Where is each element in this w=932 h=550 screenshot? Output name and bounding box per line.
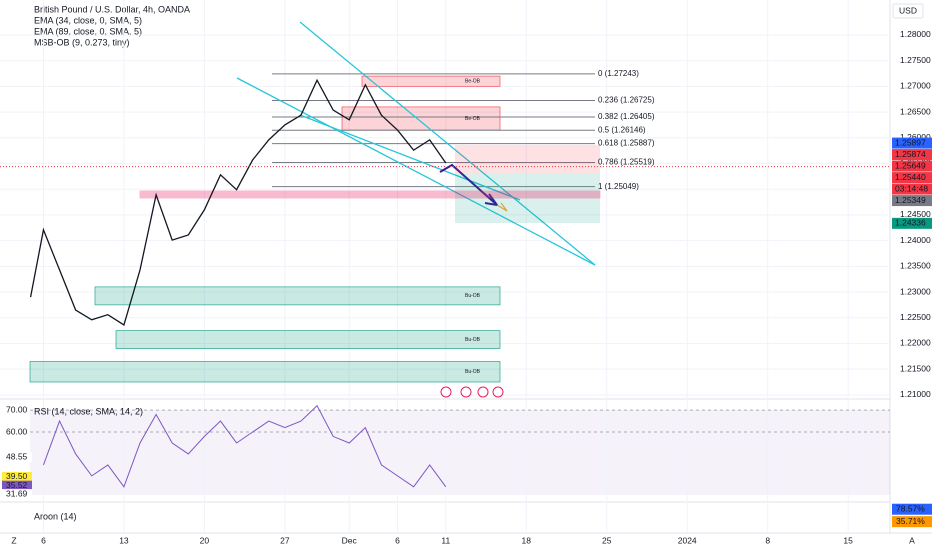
fib-label: 0 (1.27243) <box>598 69 639 78</box>
countdown-box <box>892 183 932 195</box>
rsi-value-box <box>2 452 32 463</box>
price-label-box <box>892 137 932 149</box>
x-tick-label: 25 <box>602 535 612 545</box>
price-line <box>29 78 447 326</box>
x-tick-label: 6 <box>41 535 46 545</box>
y-tick-label: 1.26000 <box>900 132 931 142</box>
rsi-value-box <box>2 480 32 491</box>
rsi-band <box>30 410 890 495</box>
rsi-line <box>42 404 447 488</box>
x-tick-label: 15 <box>843 535 853 545</box>
x-tick-label: 2024 <box>678 535 697 545</box>
price-label: 1.25874 <box>895 149 926 159</box>
stop-zone <box>455 145 600 173</box>
pink-band <box>139 190 601 199</box>
price-label-box <box>892 217 932 229</box>
fib-label: 1 (1.25049) <box>598 182 639 191</box>
trendline <box>299 21 596 266</box>
rsi-value-label: 48.55 <box>6 451 28 461</box>
target-zone <box>455 173 600 223</box>
y-tick-label: 1.26500 <box>900 106 931 116</box>
order-block <box>115 330 501 349</box>
event-icon[interactable] <box>440 386 452 398</box>
order-block <box>29 361 501 383</box>
rsi-value-label: 35.52 <box>6 480 28 490</box>
order-block-label: Bu-OB <box>465 293 481 299</box>
x-tick-label: 6 <box>395 535 400 545</box>
y-tick-label: 1.23500 <box>900 261 931 271</box>
footer-button[interactable]: Z <box>11 535 16 545</box>
fib-label: 0.236 (1.26725) <box>598 96 655 105</box>
x-tick-label: 18 <box>522 535 532 545</box>
price-label-box <box>892 172 932 184</box>
order-block <box>94 286 501 306</box>
fib-label: 0.382 (1.26405) <box>598 112 655 121</box>
rsi-title: RSI (14, close, SMA, 14, 2) <box>34 406 143 416</box>
event-icon[interactable] <box>492 386 504 398</box>
rsi-value-label: 39.50 <box>6 471 28 481</box>
order-block-label: Be-OB <box>465 116 481 122</box>
x-tick-label: 13 <box>119 535 129 545</box>
symbol-title: British Pound / U.S. Dollar, 4h, OANDA <box>34 4 190 14</box>
price-label: 1.24336 <box>895 218 926 228</box>
price-label: 1.25649 <box>895 160 926 170</box>
order-block <box>361 75 501 87</box>
aroon-title: Aroon (14) <box>34 511 77 521</box>
x-tick-label: 8 <box>765 535 770 545</box>
y-tick-label: 1.24000 <box>900 235 931 245</box>
y-tick-label: 1.21500 <box>900 363 931 373</box>
y-tick-label: 1.22000 <box>900 338 931 348</box>
rsi-value-box <box>2 471 32 482</box>
indicator-label: MSB-OB (9, 0.273, tiny) <box>34 37 130 47</box>
rsi-value-box <box>2 489 32 500</box>
y-tick-label: 1.22500 <box>900 312 931 322</box>
x-tick-label: 27 <box>280 535 290 545</box>
indicator-label: EMA (89, close, 0, SMA, 5) <box>34 26 142 36</box>
aroon-value-label: 78.57% <box>896 503 925 513</box>
x-tick-label: 11 <box>441 535 450 545</box>
order-block-label: Bu-OB <box>465 369 481 375</box>
fib-label: 0.5 (1.26146) <box>598 125 646 134</box>
price-label: 1.25440 <box>895 172 926 182</box>
order-block-label: Bu-OB <box>465 337 481 343</box>
aroon-value-box <box>892 503 932 515</box>
x-tick-label: Dec <box>342 535 358 545</box>
y-tick-label: 1.23000 <box>900 286 931 296</box>
trendline <box>236 77 596 266</box>
y-tick-label: 1.21000 <box>900 389 931 399</box>
footer-button[interactable]: A <box>909 535 915 545</box>
fib-label: 0.618 (1.25887) <box>598 139 655 148</box>
y-tick-label: 1.28000 <box>900 29 931 39</box>
price-label-box <box>892 160 932 172</box>
rsi-tick-label: 60.00 <box>6 426 28 436</box>
event-icon[interactable] <box>477 386 489 398</box>
y-tick-label: 1.24500 <box>900 209 931 219</box>
y-tick-label: 1.27000 <box>900 81 931 91</box>
aroon-value-box <box>892 516 932 528</box>
currency-box[interactable] <box>892 3 924 19</box>
order-block-label: Be-OB <box>465 79 481 85</box>
rsi-tick-label: 70.00 <box>6 404 28 414</box>
price-label: 1.25897 <box>895 137 926 147</box>
fib-label: 0.786 (1.25519) <box>598 158 655 167</box>
price-label-box <box>892 195 932 207</box>
countdown: 03:14:48 <box>895 183 928 193</box>
indicator-label: EMA (34, close, 0, SMA, 5) <box>34 15 142 25</box>
event-icon[interactable] <box>460 386 472 398</box>
price-label-box <box>892 149 932 161</box>
trendline <box>299 114 521 201</box>
price-label: 1.25349 <box>895 195 926 205</box>
projection-arrow <box>439 163 498 206</box>
rsi-value-label: 31.69 <box>6 488 28 498</box>
y-tick-label: 1.27500 <box>900 55 931 65</box>
aroon-value-label: 35.71% <box>896 516 925 526</box>
x-tick-label: 20 <box>200 535 210 545</box>
arrow-head <box>496 202 508 212</box>
currency: USD <box>899 5 917 15</box>
